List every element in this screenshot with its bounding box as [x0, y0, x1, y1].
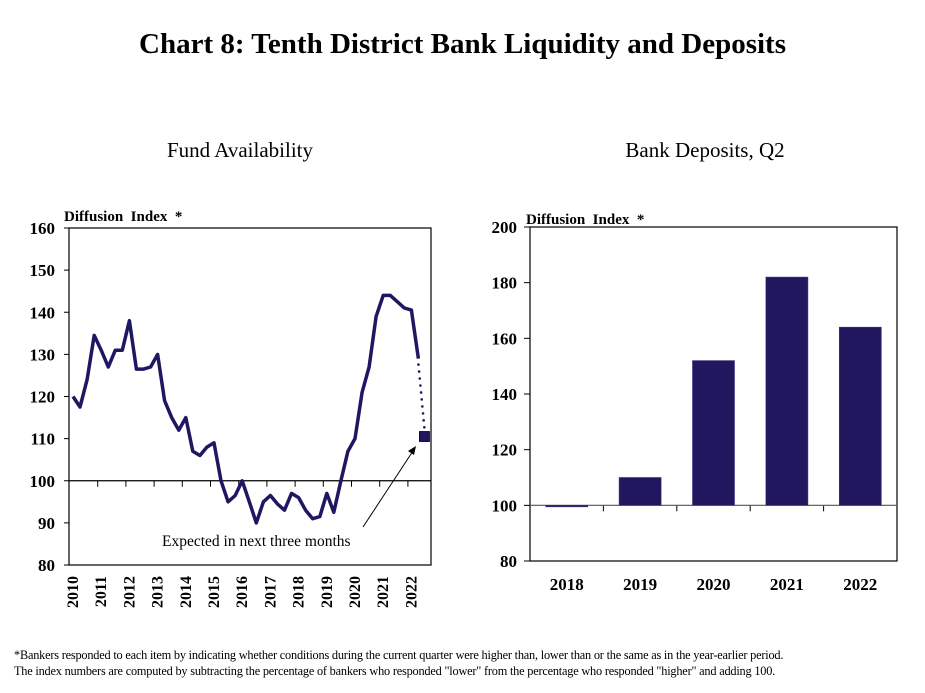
left-x-tick-label: 2016 [234, 576, 251, 608]
left-y-tick-label: 120 [30, 388, 56, 407]
right-y-tick-label: 180 [492, 274, 518, 293]
right-x-tick-label: 2018 [550, 575, 584, 594]
left-x-tick-label: 2015 [206, 576, 223, 608]
left-x-tick-label: 2022 [403, 576, 420, 608]
annotation-arrow-head [408, 446, 416, 455]
right-y-tick-label: 100 [492, 496, 518, 515]
deposit-bar-2022 [838, 326, 882, 506]
expected-annotation: Expected in next three months [162, 533, 351, 550]
left-x-tick-label: 2010 [65, 576, 82, 608]
chart-main-title: Chart 8: Tenth District Bank Liquidity a… [139, 28, 786, 60]
left-x-tick-label: 2011 [93, 576, 110, 607]
left-y-tick-label: 100 [30, 472, 56, 491]
expected-marker [419, 431, 430, 442]
left-x-tick-label: 2013 [150, 576, 167, 608]
footnote-line-1: *Bankers responded to each item by indic… [14, 648, 784, 662]
right-y-tick-label: 80 [500, 552, 517, 571]
annotation-arrow-line [362, 450, 414, 528]
left-y-tick-label: 140 [30, 303, 56, 322]
left-x-tick-label: 2019 [319, 576, 336, 608]
right-y-tick-label: 160 [492, 329, 518, 348]
left-y-tick-label: 160 [30, 219, 56, 238]
footnote-line-2: The index numbers are computed by subtra… [14, 664, 776, 678]
fund-availability-title: Fund Availability [166, 138, 314, 162]
deposit-bar-2018 [545, 505, 589, 508]
right-x-tick-label: 2019 [623, 575, 657, 594]
left-y-tick-label: 130 [30, 345, 56, 364]
left-x-tick-label: 2017 [262, 576, 279, 608]
left-x-tick-label: 2020 [347, 576, 364, 608]
right-x-tick-label: 2021 [770, 575, 804, 594]
left-x-tick-label: 2018 [291, 576, 308, 608]
fund-availability-line [71, 293, 421, 525]
left-y-tick-label: 110 [30, 430, 55, 449]
left-x-tick-label: 2014 [178, 576, 195, 608]
right-y-tick-label: 120 [492, 441, 518, 460]
right-x-tick-label: 2020 [697, 575, 731, 594]
left-y-axis-label: Diffusion Index * [64, 209, 182, 225]
left-x-tick-label: 2021 [375, 576, 392, 608]
left-y-tick-label: 80 [38, 556, 55, 575]
footnote: *Bankers responded to each item by indic… [14, 647, 783, 679]
deposit-bar-2019 [618, 477, 662, 506]
right-x-tick-label: 2022 [843, 575, 877, 594]
deposit-bar-2020 [692, 360, 735, 506]
right-y-tick-label: 140 [492, 385, 518, 404]
deposit-bar-2021 [765, 276, 809, 506]
right-y-tick-label: 200 [492, 218, 518, 237]
left-x-tick-label: 2012 [121, 576, 138, 608]
left-y-tick-label: 90 [38, 514, 55, 533]
left-y-tick-label: 150 [30, 261, 56, 280]
bank-deposits-title: Bank Deposits, Q2 [625, 138, 785, 162]
right-y-axis-label: Diffusion Index * [526, 212, 644, 228]
